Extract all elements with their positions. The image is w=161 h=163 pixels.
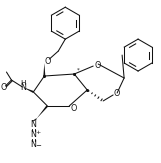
Text: N: N: [30, 120, 36, 129]
Polygon shape: [22, 87, 34, 93]
Text: *: *: [77, 67, 80, 73]
Text: +: +: [36, 130, 41, 135]
Polygon shape: [36, 105, 48, 119]
Text: O: O: [0, 83, 7, 92]
Text: H: H: [21, 80, 26, 86]
Polygon shape: [43, 63, 45, 76]
Text: O: O: [114, 89, 120, 98]
Text: N: N: [20, 83, 26, 92]
Text: N: N: [30, 140, 36, 149]
Text: −: −: [35, 143, 41, 149]
Text: O: O: [94, 60, 100, 70]
Text: N: N: [30, 130, 36, 139]
Text: O: O: [70, 104, 76, 113]
Text: O: O: [44, 57, 51, 66]
